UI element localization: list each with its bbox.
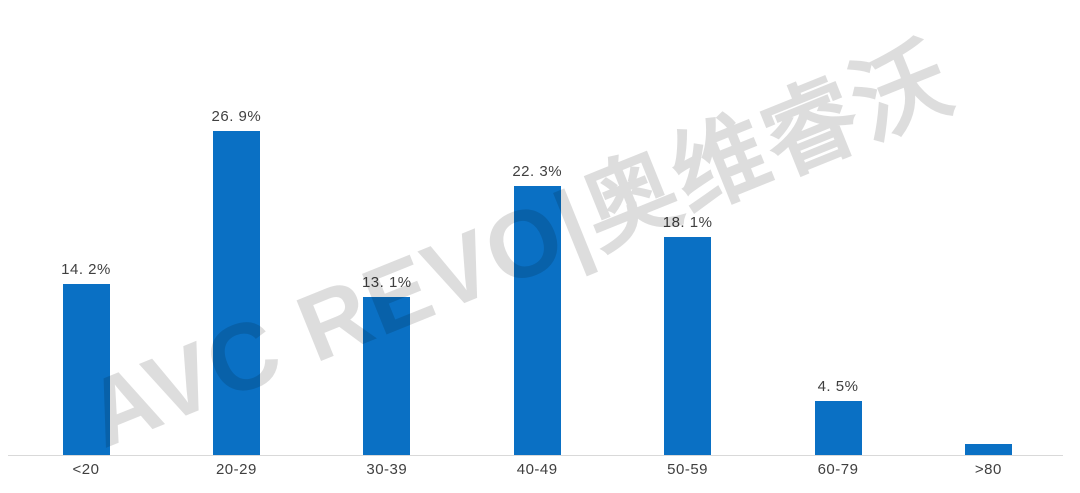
- bar-value-label: 4. 5%: [817, 378, 859, 395]
- x-tick-label: 60-79: [817, 461, 859, 478]
- bar: [363, 297, 411, 455]
- bar: [964, 444, 1012, 455]
- x-tick-label: 30-39: [366, 461, 408, 478]
- bar-value-label: 22. 3%: [512, 163, 563, 180]
- bar: [212, 131, 260, 455]
- bar: [513, 186, 561, 455]
- plot-area: 14. 2% 26. 9% 13. 1% 22. 3% 18. 1% 4. 5%: [61, 108, 1012, 455]
- bar: [62, 284, 110, 455]
- bar-value-label: 14. 2%: [61, 261, 111, 278]
- bar: [664, 237, 712, 455]
- x-tick-label: <20: [72, 461, 100, 478]
- x-axis-line: [8, 455, 1063, 456]
- x-tick-label: 40-49: [516, 461, 558, 478]
- bar: [814, 401, 862, 455]
- x-tick-label: 20-29: [215, 461, 257, 478]
- x-tick-label: >80: [974, 461, 1002, 478]
- bar-value-label: 13. 1%: [361, 274, 412, 291]
- x-tick-label: 50-59: [667, 461, 709, 478]
- bar-value-label: 18. 1%: [662, 214, 713, 231]
- bar-value-label: 26. 9%: [211, 108, 262, 125]
